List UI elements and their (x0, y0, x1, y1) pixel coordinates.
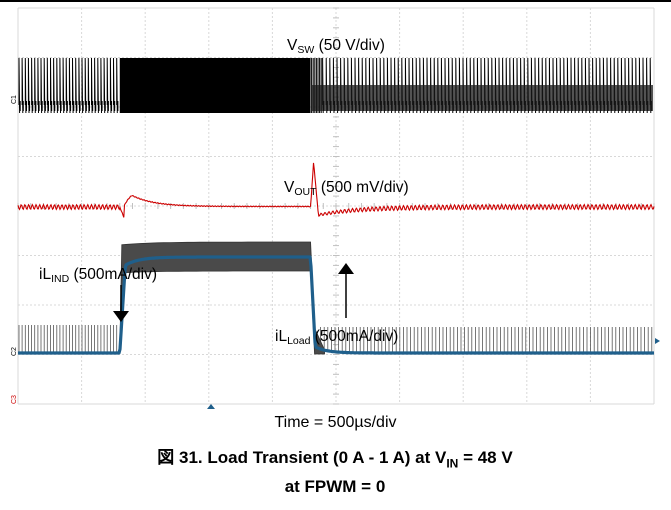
ch-marker-il: C2 (11, 347, 18, 356)
vout-label: VOUT (500 mV/div) (284, 179, 409, 198)
vout-trace (17, 162, 655, 218)
il-load-arrow (338, 263, 354, 318)
vsw-dense-band (119, 58, 311, 113)
caption-line1-prefix: 図 31. Load Transient (0 A - 1 A) at V (157, 448, 447, 467)
il-ind-arrow (113, 285, 129, 322)
oscilloscope-plot: C1 C2 C3 VSW (50 V/div) VOUT (500 mV/div… (11, 7, 660, 409)
il-ind-label: iLIND (500mA/div) (39, 266, 157, 285)
ref-marker-right (655, 338, 660, 344)
vsw-label: VSW (50 V/div) (287, 37, 385, 56)
trigger-marker-bottom (207, 404, 215, 409)
il-ind-ripple (18, 325, 653, 352)
vsw-ringing-band (311, 85, 653, 111)
time-axis-label: Time = 500µs/div (274, 414, 397, 431)
top-rule (0, 0, 671, 2)
il-ind-envelope (119, 241, 325, 355)
caption-line2: at FPWM = 0 (284, 477, 386, 497)
caption-line1-sub: IN (446, 456, 459, 471)
il-load-label: iLLoad (500mA/div) (275, 328, 398, 347)
figure-caption: 図 31. Load Transient (0 A - 1 A) at VIN … (110, 446, 560, 498)
il-load-trace (17, 255, 655, 355)
ch-marker-vsw: C1 (11, 95, 18, 104)
traces (17, 57, 655, 355)
ch-marker-vout: C3 (11, 395, 18, 404)
caption-line1-suffix: = 48 V (458, 448, 513, 467)
